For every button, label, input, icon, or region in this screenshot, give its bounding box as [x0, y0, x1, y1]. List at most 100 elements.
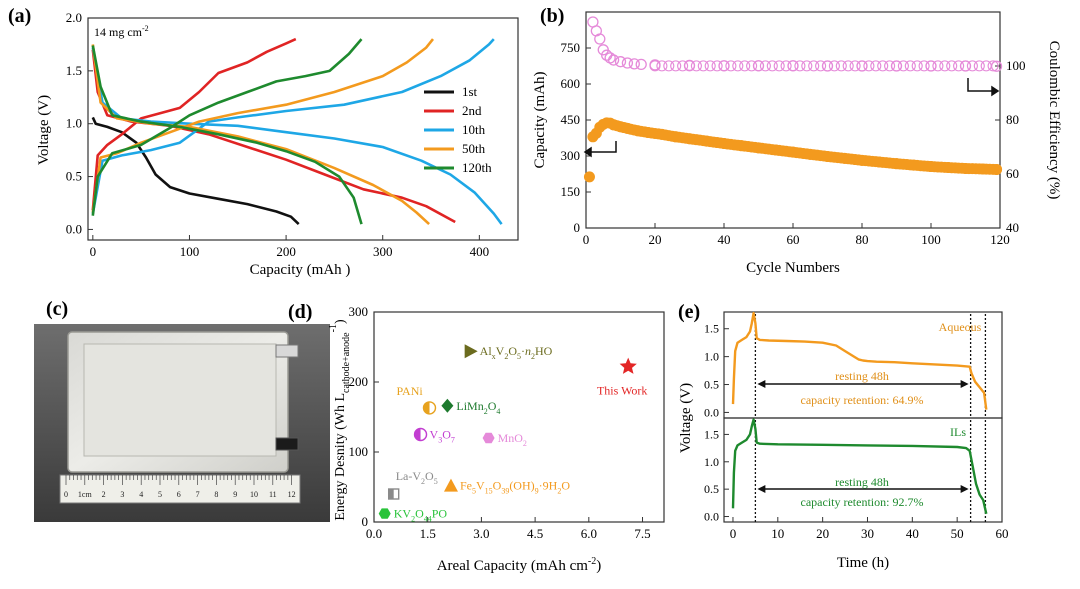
a-legend: 1st 2nd 10th 50th 120th — [424, 84, 492, 175]
b-ce-point — [980, 60, 992, 72]
panel-label-b: (b) — [540, 5, 564, 27]
d-label-part: 4 — [428, 515, 432, 524]
d-label-part: Al — [480, 344, 493, 358]
b-ce-point — [897, 60, 909, 72]
d-label-part: KV — [394, 507, 412, 521]
b-ce-point — [939, 60, 951, 72]
ruler-label: 9 — [233, 490, 237, 499]
ruler-label: 5 — [158, 490, 162, 499]
b-ce-point — [828, 60, 840, 72]
ruler-label: 1cm — [78, 490, 93, 499]
b-capacity-point — [991, 163, 1003, 175]
b-xtick-label: 0 — [583, 232, 590, 247]
loading-annotation-sup: -2 — [142, 24, 149, 33]
d-xtick-label: 0.0 — [366, 526, 382, 541]
b-ce-point — [759, 60, 771, 72]
d-xlabel-sup: -2 — [588, 556, 596, 567]
b-ce-point — [752, 60, 765, 72]
tab-top — [275, 344, 299, 358]
d-label-part: MnO — [498, 431, 524, 445]
b-ce-point — [649, 60, 661, 72]
d-ylabel-sup: -1 — [328, 324, 339, 332]
arrow-left-axis — [591, 141, 617, 153]
d-label-part: 4 — [496, 407, 500, 416]
b-ce-point — [918, 60, 930, 72]
e-ticks: 0 10 20 30 40 50 60 0.0 0.5 1.0 1.5 0.0 0.5 1.0 1.5 — [704, 322, 1009, 541]
panel-label-a: (a) — [8, 5, 31, 27]
d-label-part: (OH) — [509, 479, 534, 493]
e-arrow-head-left — [757, 485, 766, 493]
b-ce-point — [904, 60, 916, 72]
b-ce-point — [821, 60, 834, 72]
e-top-resting: resting 48h — [835, 369, 889, 383]
b-ce-point — [966, 60, 978, 72]
d-point-label: Fe5V15O39(OH)9·9H2O — [460, 479, 570, 496]
b-ce-point — [911, 60, 923, 72]
b-ce-point — [973, 60, 985, 72]
d-xlabel-text: Areal Capacity (mAh cm — [437, 558, 589, 574]
d-label-part: PANi — [396, 384, 423, 398]
d-ylabel-close: ) — [333, 319, 348, 324]
d-label-part: 3 — [438, 436, 442, 445]
b-ce-point — [656, 60, 668, 72]
d-label-part: 9 — [535, 487, 539, 496]
plot-frame-d — [373, 311, 665, 523]
d-label-part: O — [415, 507, 424, 521]
d-ylabel-text: Energy Desnity (Wh L — [333, 393, 348, 521]
b-ce-point — [946, 60, 958, 72]
e-xtick-label: 40 — [906, 526, 919, 541]
panel-label-c: (c) — [46, 298, 68, 320]
e-ytick-label: 1.0 — [704, 455, 719, 469]
d-point-label: PANi — [396, 384, 423, 398]
e-arrow-head-right — [960, 485, 969, 493]
d-xtick-label: 7.5 — [634, 526, 650, 541]
e-line-ILs — [731, 418, 988, 515]
b-ytick-right-label: 80 — [1006, 112, 1019, 127]
d-label-part: This Work — [597, 384, 647, 398]
d-label-part: O — [493, 479, 502, 493]
e-xtick-label: 50 — [951, 526, 964, 541]
panel-c-photo: (c) 0 1cm 2 3 4 5 6 7 8 9 10 11 12 — [34, 298, 330, 522]
b-ce-point — [959, 60, 972, 72]
a-ytick-label: 1.5 — [66, 63, 82, 78]
ruler-ticks: 0 1cm 2 3 4 5 6 7 8 9 10 11 12 — [64, 475, 296, 499]
a-legend-label: 120th — [462, 160, 492, 175]
d-label-part: V — [496, 344, 505, 358]
ruler-label: 11 — [269, 490, 277, 499]
a-line-120th-discharge — [91, 45, 363, 225]
loading-annotation: 14 mg cm — [94, 25, 143, 39]
d-xtick-label: 1.5 — [420, 526, 436, 541]
d-label-part: O — [561, 479, 570, 493]
panel-label-d: (d) — [288, 301, 312, 323]
b-ce-point — [842, 60, 854, 72]
a-line-120th-charge — [91, 38, 363, 216]
d-label-part: x — [492, 352, 496, 361]
b-ce-point — [877, 60, 889, 72]
arrow-left-head — [583, 146, 592, 158]
e-arrow-head-right — [960, 380, 969, 388]
d-point-label: KV2O44PO — [394, 507, 448, 524]
d-point-label: AlxV2O5·n2HO — [480, 344, 553, 361]
b-ce-point — [635, 58, 647, 71]
b-ce-point — [884, 60, 896, 72]
a-series-lines — [91, 37, 503, 226]
annotation-loading: 14 mg cm-2 — [94, 24, 149, 39]
b-ce-point — [870, 60, 882, 72]
d-label-part: 7 — [451, 436, 455, 445]
ruler-label: 8 — [214, 490, 218, 499]
b-ce-point — [801, 60, 813, 72]
e-xtick-label: 30 — [861, 526, 874, 541]
b-ce-point — [704, 60, 716, 72]
b-xtick-label: 40 — [718, 232, 731, 247]
b-ce-point — [773, 60, 785, 72]
e-ytick-label: 1.5 — [704, 427, 719, 441]
b-ytick-label: 300 — [561, 148, 581, 163]
b-ce-point — [711, 60, 723, 72]
d-marker — [414, 428, 421, 441]
d-label-part: 2 — [531, 352, 535, 361]
d-point-label: LiMn2O4 — [456, 399, 500, 416]
b-ce-point — [594, 33, 606, 45]
b-ce-point — [780, 60, 792, 72]
